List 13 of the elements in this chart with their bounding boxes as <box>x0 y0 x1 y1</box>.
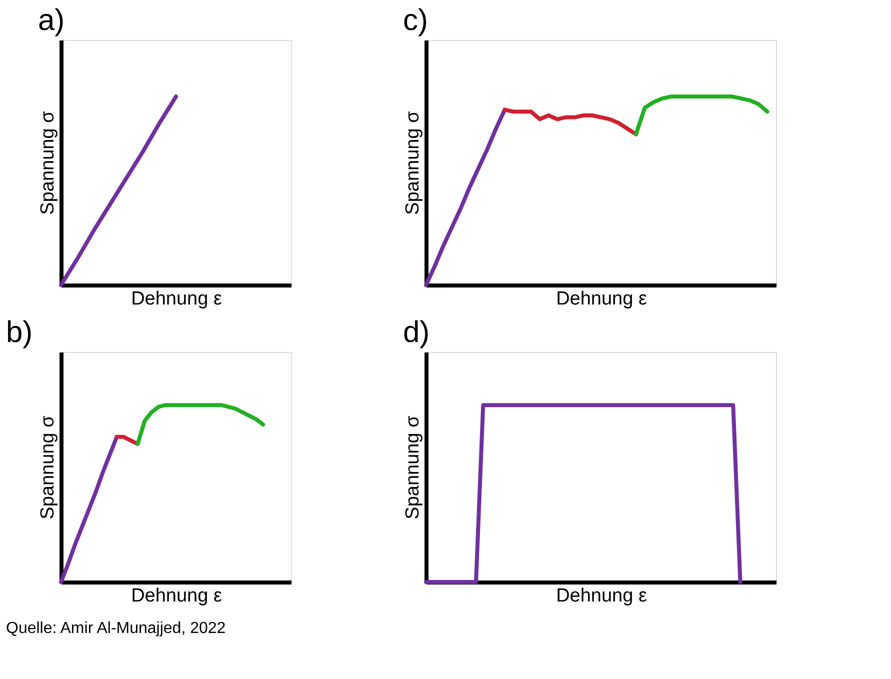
chart-title: c) <box>403 4 428 37</box>
x-axis-title: Dehnung ε <box>556 288 648 310</box>
x-axis-title: Dehnung ε <box>131 586 222 606</box>
y-axis-title: Spannung σ <box>402 110 424 215</box>
chart-title: b) <box>6 316 33 349</box>
source-note: Quelle: Amir Al-Munajjed, 2022 <box>6 620 226 637</box>
x-axis-title: Dehnung ε <box>556 586 648 606</box>
chart-title: a) <box>38 4 65 37</box>
chart-title: d) <box>403 316 430 349</box>
y-axis-title: Spannung σ <box>402 415 424 520</box>
y-axis-title: Spannung σ <box>38 415 58 520</box>
x-axis-title: Dehnung ε <box>131 288 222 310</box>
y-axis-title: Spannung σ <box>38 110 58 215</box>
